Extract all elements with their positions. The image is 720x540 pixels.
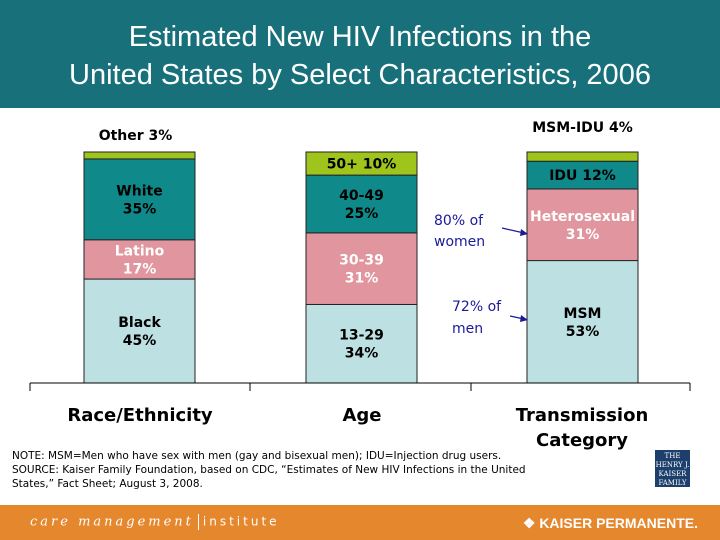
title-line-2: United States by Select Characteristics,…	[69, 59, 651, 91]
footer-bar: care management institute ❖ KAISER PERMAN…	[0, 505, 720, 540]
annotation-men: 72% of men	[452, 299, 528, 337]
segment-label-line: 17%	[123, 261, 157, 277]
kff-logo: THE HENRY J. KAISER FAMILY FOUNDATION	[655, 450, 708, 496]
segment-label: Heterosexual 31%	[530, 209, 635, 243]
segment-label: MSM-IDU 4%	[532, 120, 633, 136]
bar-segment	[305, 303, 418, 384]
segment-label: MSM 53%	[564, 306, 602, 340]
segment-label-line: IDU 12%	[549, 168, 616, 184]
segment-label-line: MSM	[564, 306, 602, 322]
segment-label: 40-49 25%	[339, 188, 384, 222]
category-label-transmission: Transmission	[516, 405, 649, 426]
annotation-men-line2: men	[452, 321, 483, 337]
bar-segment	[305, 151, 418, 176]
annotation-men-line1: 72% of	[452, 299, 502, 315]
segment-label-line: 31%	[566, 227, 600, 243]
arrow-women	[501, 227, 525, 234]
source-text: SOURCE: Kaiser Family Foundation, based …	[12, 464, 526, 490]
segment-label: 50+ 10%	[327, 157, 397, 173]
category-label-race: Race/Ethnicity	[67, 405, 213, 426]
kp-people-icon: ❖	[522, 515, 540, 531]
segment-label-line: 25%	[345, 206, 379, 222]
segment-label: Black 45%	[118, 315, 161, 349]
segment-label-line: Heterosexual	[530, 209, 635, 225]
annotation-women: 80% of women	[434, 213, 528, 250]
footnote: NOTE: MSM=Men who have sex with men (gay…	[12, 449, 552, 491]
segment-label-line: White	[116, 183, 162, 199]
arrow-head	[520, 315, 528, 322]
segment-label-line: 30-39	[339, 253, 384, 269]
segment-label: 13-29 34%	[339, 328, 384, 362]
annotation-women-line2: women	[434, 234, 485, 250]
cmi-logo-left: care management	[30, 514, 194, 530]
bar-segment	[305, 174, 418, 234]
annotation-women-line1: 80% of	[434, 213, 484, 229]
bar-segment	[526, 188, 639, 262]
stacked-bar-chart: Black 45% Latino 17% White 35% Other 3% 13-29 34…	[29, 120, 691, 451]
bar-segment	[526, 151, 639, 162]
segment-label: White 35%	[116, 183, 162, 217]
cmi-logo-right: institute	[202, 514, 280, 529]
segment-label: IDU 12%	[549, 168, 616, 184]
category-label-age: Age	[342, 405, 381, 426]
segment-label-line: 45%	[123, 333, 157, 349]
segment-label: Other 3%	[99, 128, 173, 144]
segment-label-line: 53%	[566, 324, 600, 340]
title-line-1: Estimated New HIV Infections in the	[128, 21, 592, 53]
bar-segment	[83, 278, 196, 384]
segment-label-line: 34%	[345, 346, 379, 362]
segment-label-line: Black	[118, 315, 161, 331]
segment-label: 30-39 31%	[339, 253, 384, 287]
segment-label-line: Latino	[115, 243, 165, 259]
segment-label: Latino 17%	[115, 243, 165, 277]
kaiser-permanente-logo: ❖ KAISER PERMANENTE.	[523, 515, 698, 532]
bar-segment	[83, 239, 196, 280]
bar-segment	[83, 158, 196, 241]
segment-label-line: 31%	[345, 271, 379, 287]
note-text: NOTE: MSM=Men who have sex with men (gay…	[12, 450, 502, 462]
category-label-transmission-2: Category	[536, 430, 628, 451]
slide-title: Estimated New HIV Infections in the Unit…	[0, 0, 720, 108]
kp-logo-text: KAISER PERMANENTE.	[539, 515, 698, 531]
cmi-logo: care management institute	[30, 514, 280, 530]
segment-label-line: 13-29	[339, 328, 384, 344]
segment-label-line: 35%	[123, 201, 157, 217]
segment-label-line: 40-49	[339, 188, 384, 204]
arrow-head	[520, 229, 528, 236]
bar-segment	[305, 232, 418, 305]
bar-segment	[526, 260, 639, 384]
bar-segment	[83, 151, 196, 160]
segment-label-line: 50+ 10%	[327, 157, 397, 173]
